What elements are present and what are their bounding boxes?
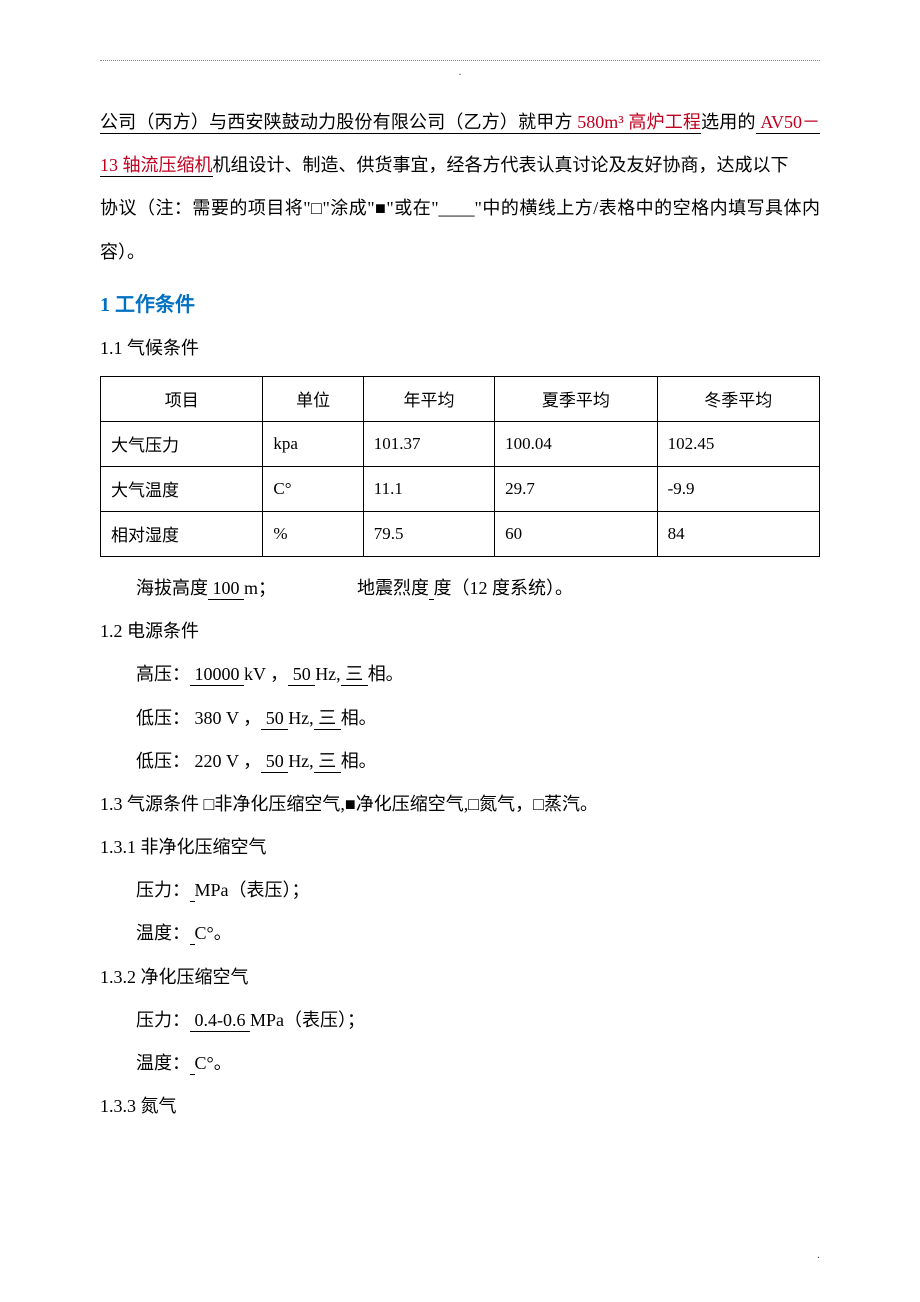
footer-dot: . [817,1247,820,1262]
altitude-label: 海拔高度 [136,578,208,598]
lv1-line: 低压： 380 V ， 50 Hz, 三 相。 [100,697,820,740]
lv1-hz-unit: Hz, [288,708,314,728]
intro-tail-1: 机组设计、制造、供货事宜，经各方代表认真讨论及友好协商，达成以下 [213,155,789,175]
lv2-unit: V ， [226,751,261,771]
seismic-label: 地震烈度 [357,578,429,598]
nonpure-t-unit: C°。 [195,923,232,943]
nonpure-pressure-line: 压力： MPa（表压）； [100,869,820,912]
lv1-value: 380 [190,708,226,728]
cell: 29.7 [495,466,657,511]
lv2-label: 低压： [136,751,190,771]
cell: 大气压力 [101,421,263,466]
lv2-phase-unit: 相。 [341,751,377,771]
altitude-value: 100 [208,578,244,600]
lv2-phase: 三 [314,751,341,773]
intro-note: 协议（注：需要的项目将"□"涂成"■"或在"____"中的横线上方/表格中的空格… [100,187,820,273]
seismic-unit: 度（12 度系统）。 [434,578,574,598]
col-annual: 年平均 [363,376,494,421]
table-header-row: 项目 单位 年平均 夏季平均 冬季平均 [101,376,820,421]
col-unit: 单位 [263,376,363,421]
selected-text: 选用的 [701,112,756,132]
altitude-unit: m； [244,578,276,598]
table-row: 大气温度 C° 11.1 29.7 -9.9 [101,466,820,511]
section-1-3-2-title: 1.3.2 净化压缩空气 [100,956,820,999]
lv1-phase-unit: 相。 [341,708,377,728]
pure-temp-line: 温度： C°。 [100,1042,820,1085]
section-1-3-1-title: 1.3.1 非净化压缩空气 [100,826,820,869]
cell: 100.04 [495,421,657,466]
table-row: 大气压力 kpa 101.37 100.04 102.45 [101,421,820,466]
pure-p-label: 压力： [136,1010,190,1030]
cell: 60 [495,511,657,556]
section-1-1-title: 1.1 气候条件 [100,327,820,370]
pure-pressure-line: 压力： 0.4-0.6 MPa（表压）； [100,999,820,1042]
lv1-label: 低压： [136,708,190,728]
col-item: 项目 [101,376,263,421]
hv-hz: 50 [288,664,315,686]
table-row: 相对湿度 % 79.5 60 84 [101,511,820,556]
pure-p-value: 0.4-0.6 [190,1010,250,1032]
pure-p-unit: MPa（表压）； [250,1010,365,1030]
cell: % [263,511,363,556]
section-1-2-title: 1.2 电源条件 [100,610,820,653]
lv2-line: 低压： 220 V ， 50 Hz, 三 相。 [100,740,820,783]
section-1-title: 1 工作条件 [100,288,820,317]
hv-hz-unit: Hz, [315,664,341,684]
hv-phase: 三 [341,664,368,686]
cell: 79.5 [363,511,494,556]
party-c-label: 公司（丙方）与西安陕鼓动力股份有限公司（乙方）就甲方 [100,112,573,134]
nonpure-p-label: 压力： [136,880,190,900]
cell: 11.1 [363,466,494,511]
project-name: 580m³ 高炉工程 [573,112,701,134]
lv1-phase: 三 [314,708,341,730]
pure-t-label: 温度： [136,1053,190,1073]
header-separator [100,60,820,61]
intro-paragraph: 公司（丙方）与西安陕鼓动力股份有限公司（乙方）就甲方 580m³ 高炉工程选用的… [100,101,820,187]
cell: -9.9 [657,466,819,511]
hv-label: 高压： [136,664,190,684]
lv1-unit: V ， [226,708,261,728]
cell: 84 [657,511,819,556]
lv1-hz: 50 [261,708,288,730]
climate-table: 项目 单位 年平均 夏季平均 冬季平均 大气压力 kpa 101.37 100.… [100,376,820,557]
lv2-value: 220 [190,751,226,771]
hv-value: 10000 [190,664,244,686]
cell: C° [263,466,363,511]
hv-unit: kV ， [244,664,288,684]
pure-t-unit: C°。 [195,1053,232,1073]
col-winter: 冬季平均 [657,376,819,421]
cell: 102.45 [657,421,819,466]
section-1-3-title: 1.3 气源条件 □非净化压缩空气,■净化压缩空气,□氮气，□蒸汽。 [100,783,820,826]
header-dot: . [459,64,462,79]
cell: 大气温度 [101,466,263,511]
lv2-hz-unit: Hz, [288,751,314,771]
section-1-3-3-title: 1.3.3 氮气 [100,1085,820,1128]
lv2-hz: 50 [261,751,288,773]
nonpure-temp-line: 温度： C°。 [100,912,820,955]
hv-phase-unit: 相。 [368,664,404,684]
altitude-line: 海拔高度 100 m； 地震烈度 度（12 度系统）。 [100,567,820,610]
cell: kpa [263,421,363,466]
cell: 101.37 [363,421,494,466]
nonpure-t-label: 温度： [136,923,190,943]
nonpure-p-unit: MPa（表压）； [195,880,310,900]
col-summer: 夏季平均 [495,376,657,421]
hv-line: 高压： 10000 kV ， 50 Hz, 三 相。 [100,653,820,696]
cell: 相对湿度 [101,511,263,556]
